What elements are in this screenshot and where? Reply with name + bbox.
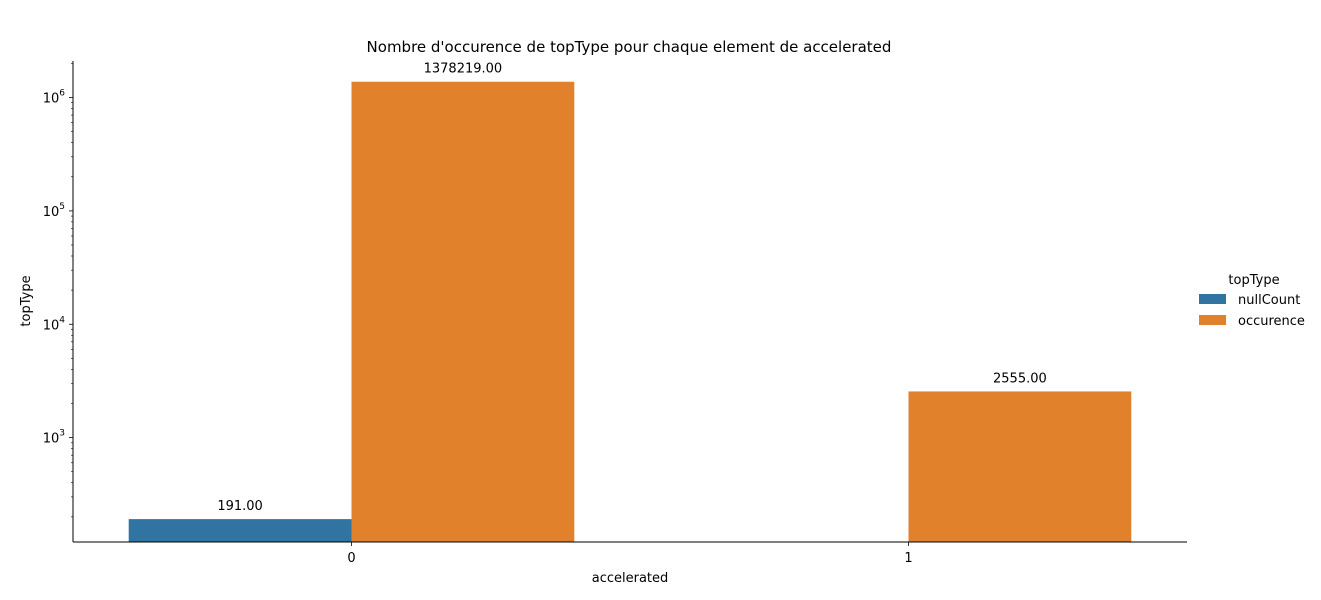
data-label-occurence-1: 2555.00 [993, 371, 1047, 386]
data-label-nullCount-0: 191.00 [217, 499, 263, 514]
x-tick-label: 1 [904, 551, 912, 566]
y-tick-label: 106 [43, 89, 66, 107]
bar-occurence-1 [908, 391, 1132, 542]
y-tick-label: 104 [43, 315, 66, 333]
x-axis-label: accelerated [592, 571, 669, 586]
chart-title: Nombre d'occurence de topType pour chaqu… [367, 38, 892, 56]
legend: topType nullCount occurence [1199, 273, 1305, 329]
y-tick-label: 105 [43, 202, 65, 220]
bar-nullCount-0 [128, 519, 352, 542]
y-tick-label: 103 [43, 429, 65, 447]
bar-occurence-0 [351, 81, 575, 542]
y-axis-label: topType [19, 275, 34, 326]
data-label-occurence-0: 1378219.00 [424, 62, 503, 77]
legend-label-occurence: occurence [1238, 314, 1305, 329]
x-tick-label: 0 [347, 551, 355, 566]
legend-swatch-occurence [1199, 315, 1226, 325]
legend-title: topType [1228, 273, 1279, 288]
legend-swatch-nullCount [1199, 294, 1226, 304]
legend-label-nullCount: nullCount [1238, 293, 1300, 308]
plot-area: 191.00 1378219.00 2555.00 103 104 105 106 0 1 [43, 61, 1187, 566]
